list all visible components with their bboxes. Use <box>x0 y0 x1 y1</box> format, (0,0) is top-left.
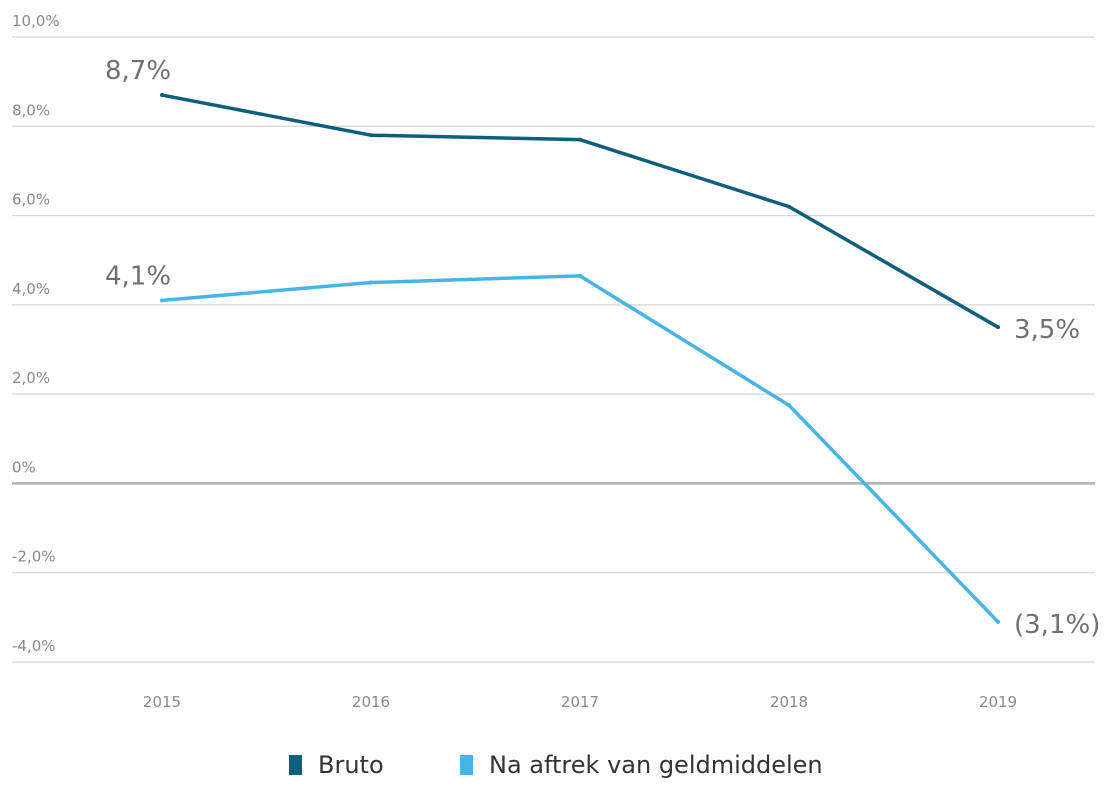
data-point <box>578 273 582 278</box>
legend-label: Na aftrek van geldmiddelen <box>489 751 823 779</box>
data-label: (3,1%) <box>1014 610 1100 640</box>
data-point <box>787 403 791 408</box>
y-tick-label: 8,0% <box>12 101 50 119</box>
series-line-na-aftrek <box>160 274 1000 624</box>
data-point <box>578 137 582 142</box>
legend-swatch <box>289 755 302 775</box>
data-point <box>160 298 164 303</box>
x-axis-ticks: 2015 2016 2017 2018 2019 <box>143 693 1017 711</box>
data-point <box>996 619 1000 624</box>
data-point <box>996 325 1000 330</box>
y-axis-ticks: 10,0% 8,0% 6,0% 4,0% 2,0% 0% -2,0% -4,0% <box>12 12 60 655</box>
x-tick-label: 2016 <box>352 693 390 711</box>
series-line-bruto <box>160 93 1000 329</box>
y-tick-label: -2,0% <box>12 548 56 566</box>
data-label: 4,1% <box>105 261 171 291</box>
x-tick-label: 2015 <box>143 693 181 711</box>
y-tick-label: 2,0% <box>12 369 50 387</box>
legend: Bruto Na aftrek van geldmiddelen <box>289 751 823 779</box>
y-tick-label: 0% <box>12 458 36 476</box>
x-tick-label: 2019 <box>979 693 1017 711</box>
data-label: 8,7% <box>105 56 171 86</box>
data-point <box>160 93 164 98</box>
x-tick-label: 2018 <box>770 693 808 711</box>
y-tick-label: 10,0% <box>12 12 60 30</box>
data-point <box>369 133 373 138</box>
x-tick-label: 2017 <box>561 693 599 711</box>
series-lines <box>160 93 1000 624</box>
data-point <box>787 204 791 209</box>
y-tick-label: 6,0% <box>12 191 50 209</box>
y-tick-label: -4,0% <box>12 637 56 655</box>
grid-lines <box>12 36 1095 663</box>
data-point <box>369 280 373 285</box>
legend-swatch <box>460 755 473 775</box>
legend-label: Bruto <box>318 751 384 779</box>
y-tick-label: 4,0% <box>12 280 50 298</box>
data-labels: 8,7% 3,5% 4,1% (3,1%) <box>105 56 1100 640</box>
data-label: 3,5% <box>1014 315 1080 345</box>
